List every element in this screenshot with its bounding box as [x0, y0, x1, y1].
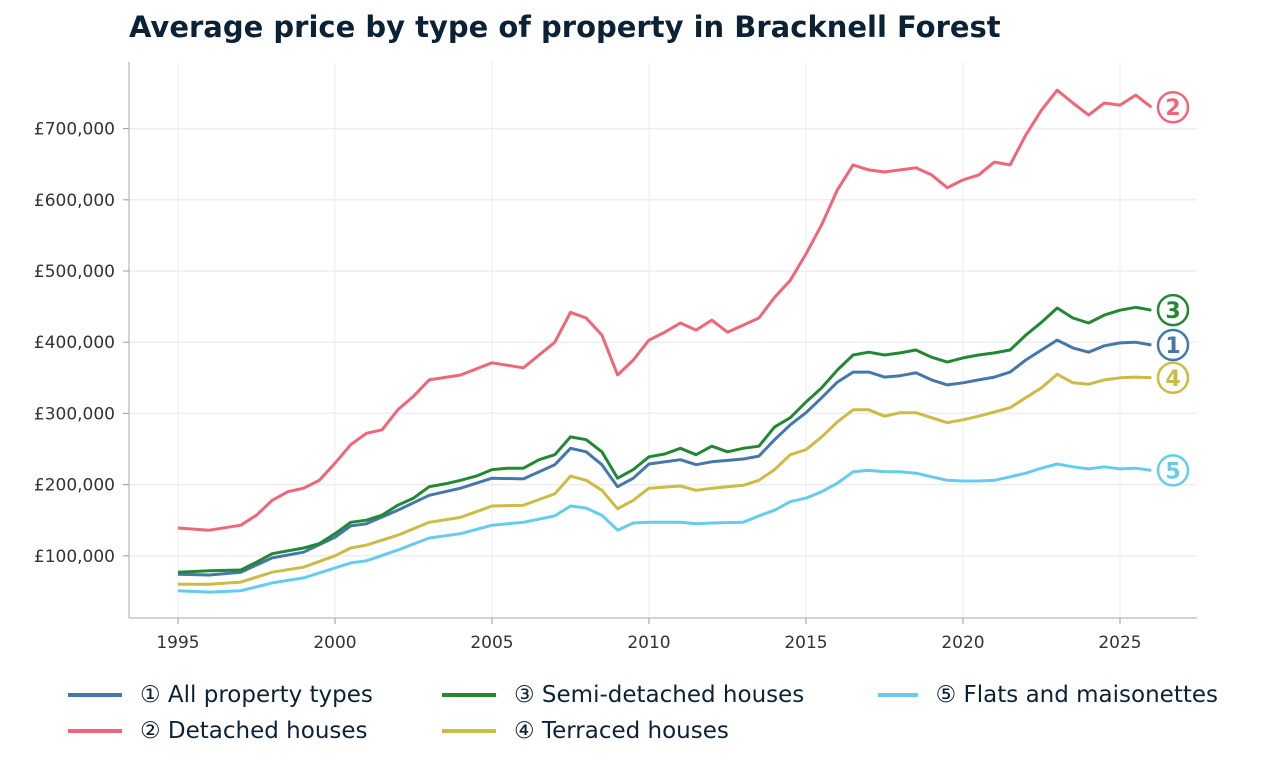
x-tick-label: 2005: [470, 633, 513, 653]
end-label-circle: [1156, 328, 1190, 362]
series-line: [177, 88, 1153, 532]
end-label-text: 3: [1165, 299, 1180, 324]
x-tick-label: 1995: [156, 633, 199, 653]
y-tick-label: £700,000: [34, 120, 115, 140]
legend-swatch: [68, 693, 122, 697]
end-label-text: 4: [1165, 367, 1180, 392]
legend-item: ⑤ Flats and maisonettes: [878, 680, 1218, 710]
y-tick-label: £200,000: [34, 476, 115, 496]
y-tick-label: £600,000: [34, 191, 115, 211]
x-tick-label: 2020: [941, 633, 984, 653]
legend-label: ③ Semi-detached houses: [514, 682, 805, 708]
end-label-circle: [1156, 90, 1190, 124]
x-tick-label: 2025: [1098, 633, 1141, 653]
end-label: 2: [1156, 90, 1190, 124]
legend-label: ① All property types: [140, 682, 373, 708]
end-label-text: 1: [1165, 334, 1180, 359]
legend-item: ④ Terraced houses: [442, 716, 878, 746]
end-label: 5: [1156, 454, 1190, 487]
y-tick-label: £100,000: [34, 547, 115, 567]
series-line: [177, 338, 1152, 577]
end-label-circle: [1156, 454, 1190, 487]
end-label-circle: [1156, 361, 1190, 395]
legend-label: ⑤ Flats and maisonettes: [935, 682, 1218, 708]
end-label: 3: [1156, 293, 1190, 327]
x-tick-label: 2000: [313, 633, 356, 653]
legend-swatch: [878, 693, 918, 697]
x-tick-label: 2010: [627, 633, 670, 653]
legend: ① All property types ③ Semi-detached hous…: [68, 680, 1218, 746]
y-tick-label: £300,000: [34, 404, 115, 424]
end-label-text: 5: [1165, 459, 1180, 484]
series-line: [177, 305, 1152, 574]
series-line: [178, 372, 1152, 586]
end-label: 1: [1156, 328, 1190, 362]
legend-label: ② Detached houses: [140, 718, 368, 744]
end-label-text: 2: [1165, 96, 1180, 121]
chart-title: Average price by type of property in Bra…: [129, 10, 1001, 44]
legend-item: ② Detached houses: [68, 716, 442, 746]
end-label: 4: [1156, 361, 1190, 395]
legend-item: ③ Semi-detached houses: [442, 680, 878, 710]
x-tick-label: 2015: [784, 633, 827, 653]
series-line: [177, 462, 1152, 594]
y-tick-label: £500,000: [34, 262, 115, 282]
y-tick-label: £400,000: [34, 333, 115, 353]
legend-swatch: [442, 693, 496, 697]
legend-swatch: [442, 729, 496, 733]
end-label-circle: [1156, 293, 1190, 327]
legend-item: ① All property types: [68, 680, 442, 710]
legend-label: ④ Terraced houses: [514, 718, 729, 744]
legend-swatch: [68, 729, 122, 733]
